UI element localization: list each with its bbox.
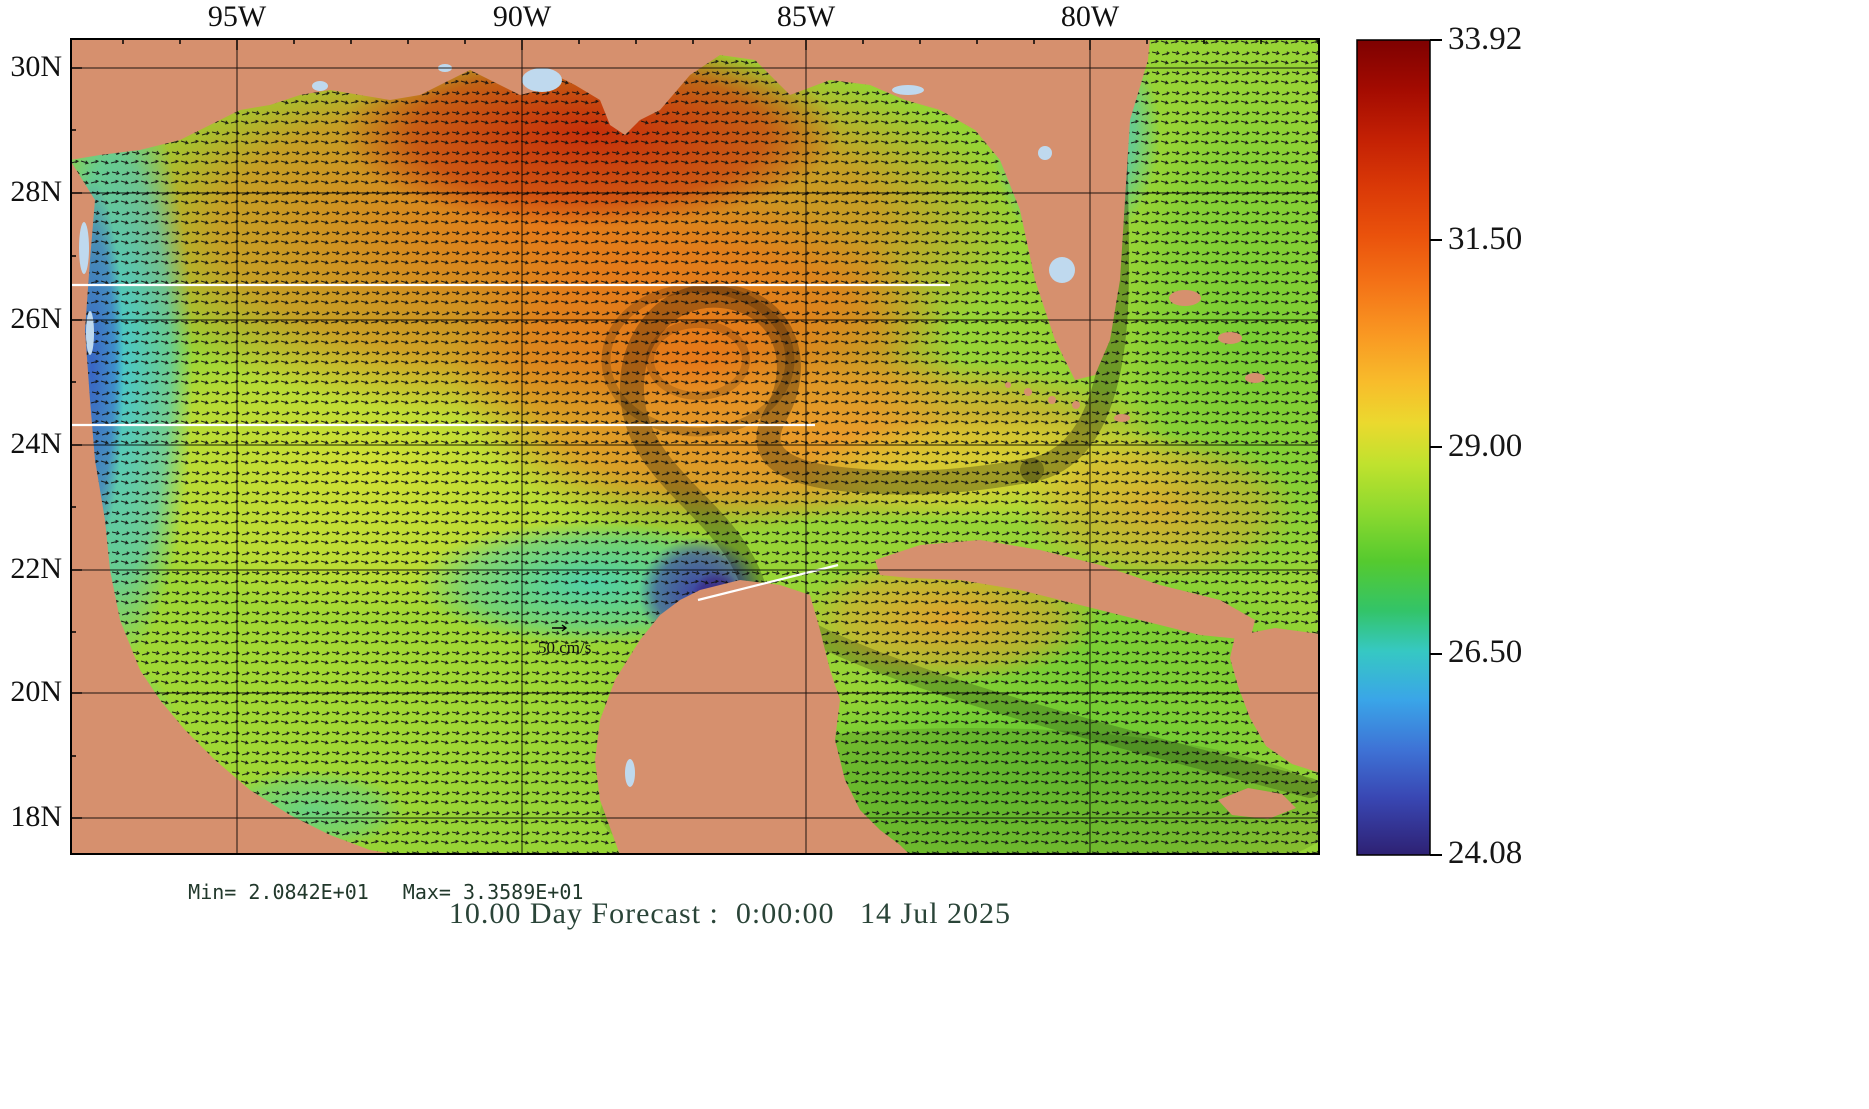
lat-label-26n: 26N: [10, 302, 62, 335]
scale-arrow-icon: [552, 624, 568, 632]
lat-label-22n: 22N: [10, 552, 62, 585]
lakes: [79, 64, 1075, 787]
land-mexico: [70, 160, 400, 855]
land-masses: [70, 38, 1320, 855]
colorbar: [1356, 39, 1442, 856]
lat-label-28n: 28N: [10, 175, 62, 208]
cb-tick-26-50: 26.50: [1448, 634, 1523, 670]
cb-tick-24-08: 24.08: [1448, 835, 1523, 871]
cb-tick-29-00: 29.00: [1448, 428, 1523, 464]
colorbar-ticks: [1430, 39, 1442, 856]
lon-label-95w: 95W: [207, 0, 267, 33]
grid-lines: [70, 38, 1320, 855]
lat-label-18n: 18N: [10, 800, 62, 833]
cb-tick-33-92: 33.92: [1448, 21, 1523, 57]
lon-label-80w: 80W: [1060, 0, 1120, 33]
field-max-label: Max= 3.3589E+01: [402, 880, 584, 904]
lon-label-85w: 85W: [776, 0, 836, 33]
lat-label-30n: 30N: [10, 50, 62, 83]
island: [1169, 290, 1201, 306]
section-lines: [70, 283, 950, 602]
map-canvas: [70, 38, 1320, 855]
lon-label-90w: 90W: [492, 0, 552, 33]
colorbar-gradient: [1356, 39, 1431, 856]
island: [1245, 373, 1265, 383]
map-frame: [70, 38, 1320, 855]
florida-keys: [1072, 401, 1080, 409]
field-minmax-stats: Min= 2.0842E+01 Max= 3.3589E+01: [140, 856, 583, 928]
lat-label-20n: 20N: [10, 675, 62, 708]
land-bahama-bank: [1230, 628, 1320, 773]
land-cuba: [875, 540, 1255, 640]
vector-scale-label: 50 cm/s: [538, 638, 592, 657]
lat-label-24n: 24N: [10, 427, 62, 460]
forecast-title: 10.00 Day Forecast : 0:00:00 14 Jul 2025: [448, 897, 1012, 930]
florida-keys: [1024, 388, 1032, 396]
florida-keys: [1005, 382, 1011, 388]
island: [1218, 332, 1242, 344]
land-yucatan: [595, 580, 910, 855]
island: [1114, 414, 1130, 422]
axis-ticks: [70, 38, 1319, 819]
florida-keys: [1048, 396, 1056, 404]
land-us-florida: [70, 38, 1150, 380]
field-min-label: Min= 2.0842E+01: [188, 880, 369, 904]
cb-tick-31-50: 31.50: [1448, 221, 1523, 257]
land-jamaica: [1218, 788, 1296, 819]
